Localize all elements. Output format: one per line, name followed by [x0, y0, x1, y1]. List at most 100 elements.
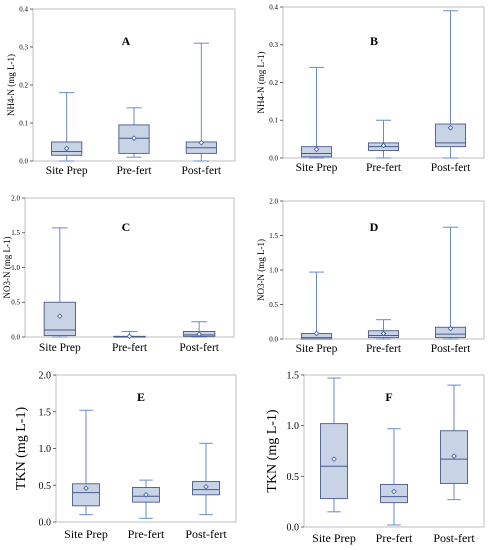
mean-marker: [83, 485, 89, 491]
y-tick-label: 1.0: [269, 266, 278, 274]
mean-marker: [380, 330, 387, 337]
panel-letter: E: [137, 390, 145, 404]
y-axis-label: NH4-N (mg L-1): [256, 52, 266, 114]
box-site-prep: [300, 66, 333, 159]
y-tick-label: 0.5: [269, 301, 278, 309]
panel-b: 0.0 0.1 0.2 0.3 0.4 NH4-N (mg L-1) B Site Prep P…: [256, 3, 485, 174]
x-category-label: Pre-fert: [376, 531, 413, 545]
y-tick-label: 0.0: [19, 157, 28, 165]
iqr-box: [43, 301, 76, 337]
mean-marker: [126, 333, 133, 340]
mean-marker: [313, 330, 320, 337]
x-category-label: Site Prep: [296, 343, 338, 355]
y-tick-label: 2.0: [39, 371, 52, 382]
y-tick-label: 0.3: [19, 43, 28, 51]
y-tick-label: 1.5: [11, 229, 20, 237]
y-tick-label: 0.0: [269, 335, 278, 343]
y-tick-label: 0.0: [39, 518, 52, 529]
mean-marker: [203, 483, 209, 490]
y-tick-label: 1.5: [269, 232, 278, 240]
x-category-label: Pre-fert: [366, 343, 402, 355]
box-site-prep: [72, 409, 100, 516]
box-post-fert: [434, 226, 467, 340]
box-post-fert: [192, 442, 220, 516]
x-category-label: Site Prep: [39, 342, 81, 354]
box-site-prep: [43, 227, 76, 338]
y-tick-label: 0.4: [19, 5, 28, 13]
y-tick-label: 0.0: [287, 523, 300, 534]
panel-letter: A: [122, 34, 131, 48]
y-tick-label: 0.3: [269, 41, 278, 49]
box-post-fert: [183, 321, 216, 338]
x-category-label: Pre-fert: [128, 527, 165, 541]
mean-marker: [196, 331, 202, 337]
x-category-label: Site Prep: [312, 531, 356, 545]
x-category-label: Post-fert: [185, 527, 227, 541]
mean-marker: [447, 125, 454, 131]
box-post-fert: [185, 42, 217, 162]
y-tick-label: 0.4: [269, 3, 278, 11]
mean-marker: [313, 146, 320, 153]
panel-letter: C: [122, 220, 131, 234]
plot-frame: [303, 374, 485, 528]
y-axis-label: TKN (mg L-1): [265, 409, 280, 493]
box-post-fert: [434, 10, 467, 159]
x-category-label: Pre-fert: [116, 165, 152, 177]
mean-marker: [57, 313, 63, 319]
box-site-prep: [300, 271, 333, 340]
box-site-prep: [320, 377, 348, 513]
y-tick-label: 1.5: [39, 407, 52, 418]
y-axis-label: NO3-N (mg L-1): [256, 239, 266, 301]
box-pre-fert: [113, 330, 146, 340]
iqr-box: [434, 123, 467, 148]
y-axis-label: TKN (mg L-1): [14, 407, 29, 491]
box-pre-fert: [367, 319, 400, 340]
mean-marker: [447, 325, 454, 332]
box-pre-fert: [118, 107, 150, 158]
box-pre-fert: [380, 428, 408, 526]
y-tick-label: 0.1: [269, 117, 278, 125]
box-post-fert: [440, 384, 468, 501]
y-tick-label: 1.0: [287, 421, 300, 432]
x-category-label: Post-fert: [431, 162, 471, 174]
box-pre-fert: [132, 479, 160, 519]
y-axis-label: NH4-N (mg L-1): [6, 54, 16, 116]
x-category-label: Site Prep: [296, 162, 338, 174]
y-tick-label: 1.0: [39, 444, 52, 455]
mean-marker: [63, 145, 70, 152]
x-category-label: Site Prep: [46, 165, 88, 177]
y-tick-label: 2.0: [11, 194, 20, 202]
box-site-prep: [51, 92, 83, 162]
y-tick-label: 0.5: [287, 472, 300, 483]
panel-e: 0.0 0.5 1.0 1.5 2.0 TKN (mg L-1) E Site Prep Pre…: [14, 371, 237, 541]
y-tick-label: 2.0: [269, 197, 278, 205]
y-tick-label: 0.5: [11, 299, 20, 307]
panel-d: 0.0 0.5 1.0 1.5 2.0 NO3-N (mg L-1) D Site Prep P…: [256, 197, 485, 355]
x-category-label: Pre-fert: [366, 162, 402, 174]
plot-frame: [282, 200, 485, 340]
mean-marker: [451, 453, 457, 459]
x-category-label: Site Prep: [64, 527, 108, 541]
x-category-label: Post-fert: [433, 531, 475, 545]
x-category-label: Pre-fert: [112, 342, 148, 354]
x-category-label: Post-fert: [431, 343, 471, 355]
box-pre-fert: [367, 119, 400, 159]
y-tick-label: 0.2: [19, 81, 28, 89]
iqr-box: [72, 483, 100, 507]
panel-letter: B: [370, 34, 378, 48]
y-tick-label: 0.0: [269, 154, 278, 162]
panel-c: 0.0 0.5 1.0 1.5 2.0 NO3-N (mg L-1) C Site Prep P…: [2, 194, 235, 354]
panel-letter: D: [370, 220, 379, 234]
y-tick-label: 0.0: [11, 333, 20, 341]
mean-marker: [198, 139, 205, 146]
panel-letter: F: [385, 390, 392, 404]
y-axis-label: NO3-N (mg L-1): [2, 237, 12, 299]
mean-marker: [131, 135, 137, 141]
mean-marker: [391, 488, 397, 495]
y-tick-label: 0.5: [39, 481, 52, 492]
panel-a: 0.0 0.1 0.2 0.3 0.4 NH4-N (mg L-1) A Site Prep P…: [6, 5, 236, 177]
mean-marker: [331, 456, 337, 462]
y-tick-label: 1.5: [287, 371, 300, 382]
x-category-label: Post-fert: [179, 342, 219, 354]
